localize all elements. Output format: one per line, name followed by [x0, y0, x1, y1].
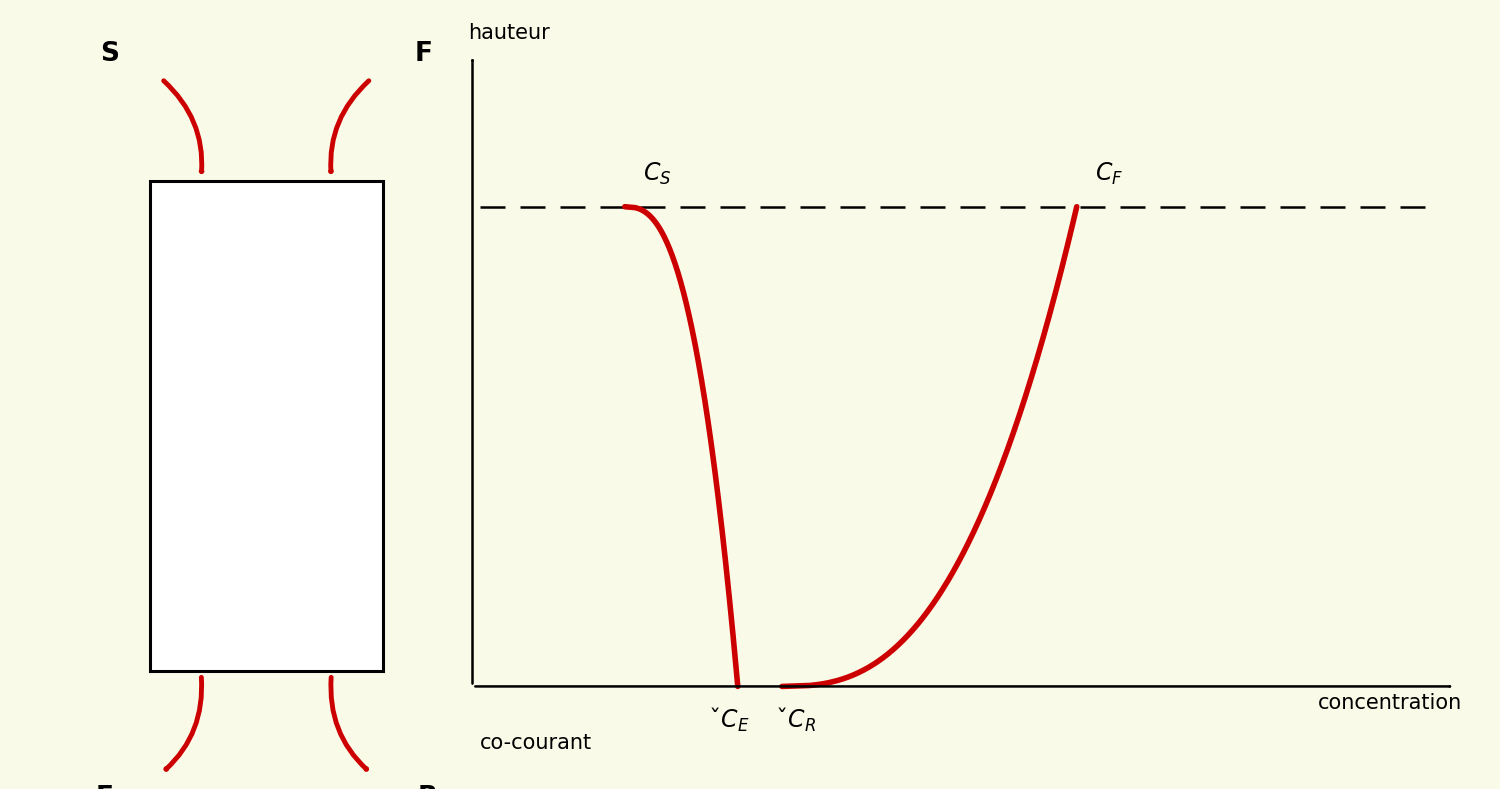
- Text: hauteur: hauteur: [468, 24, 549, 43]
- Text: $\check{C}_R$: $\check{C}_R$: [778, 706, 816, 735]
- Text: co-courant: co-courant: [480, 734, 592, 753]
- Text: $C_S$: $C_S$: [644, 161, 670, 187]
- Text: concentration: concentration: [1318, 693, 1462, 712]
- Text: F: F: [414, 41, 432, 67]
- Text: $C_F$: $C_F$: [1095, 161, 1124, 187]
- Text: S: S: [99, 41, 118, 67]
- Text: E: E: [96, 785, 114, 789]
- Text: $\check{C}_E$: $\check{C}_E$: [711, 706, 750, 735]
- Text: R: R: [417, 785, 438, 789]
- Bar: [150, 181, 382, 671]
